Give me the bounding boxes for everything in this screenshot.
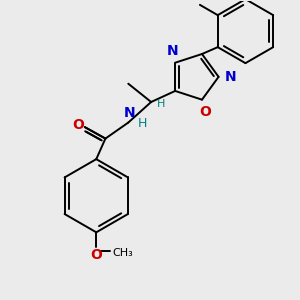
Text: CH₃: CH₃ <box>112 248 133 258</box>
Text: O: O <box>90 248 102 262</box>
Text: O: O <box>72 118 84 132</box>
Text: N: N <box>167 44 179 58</box>
Text: H: H <box>157 99 165 109</box>
Text: O: O <box>200 105 211 119</box>
Text: N: N <box>124 106 135 120</box>
Text: N: N <box>224 70 236 84</box>
Text: H: H <box>137 117 147 130</box>
